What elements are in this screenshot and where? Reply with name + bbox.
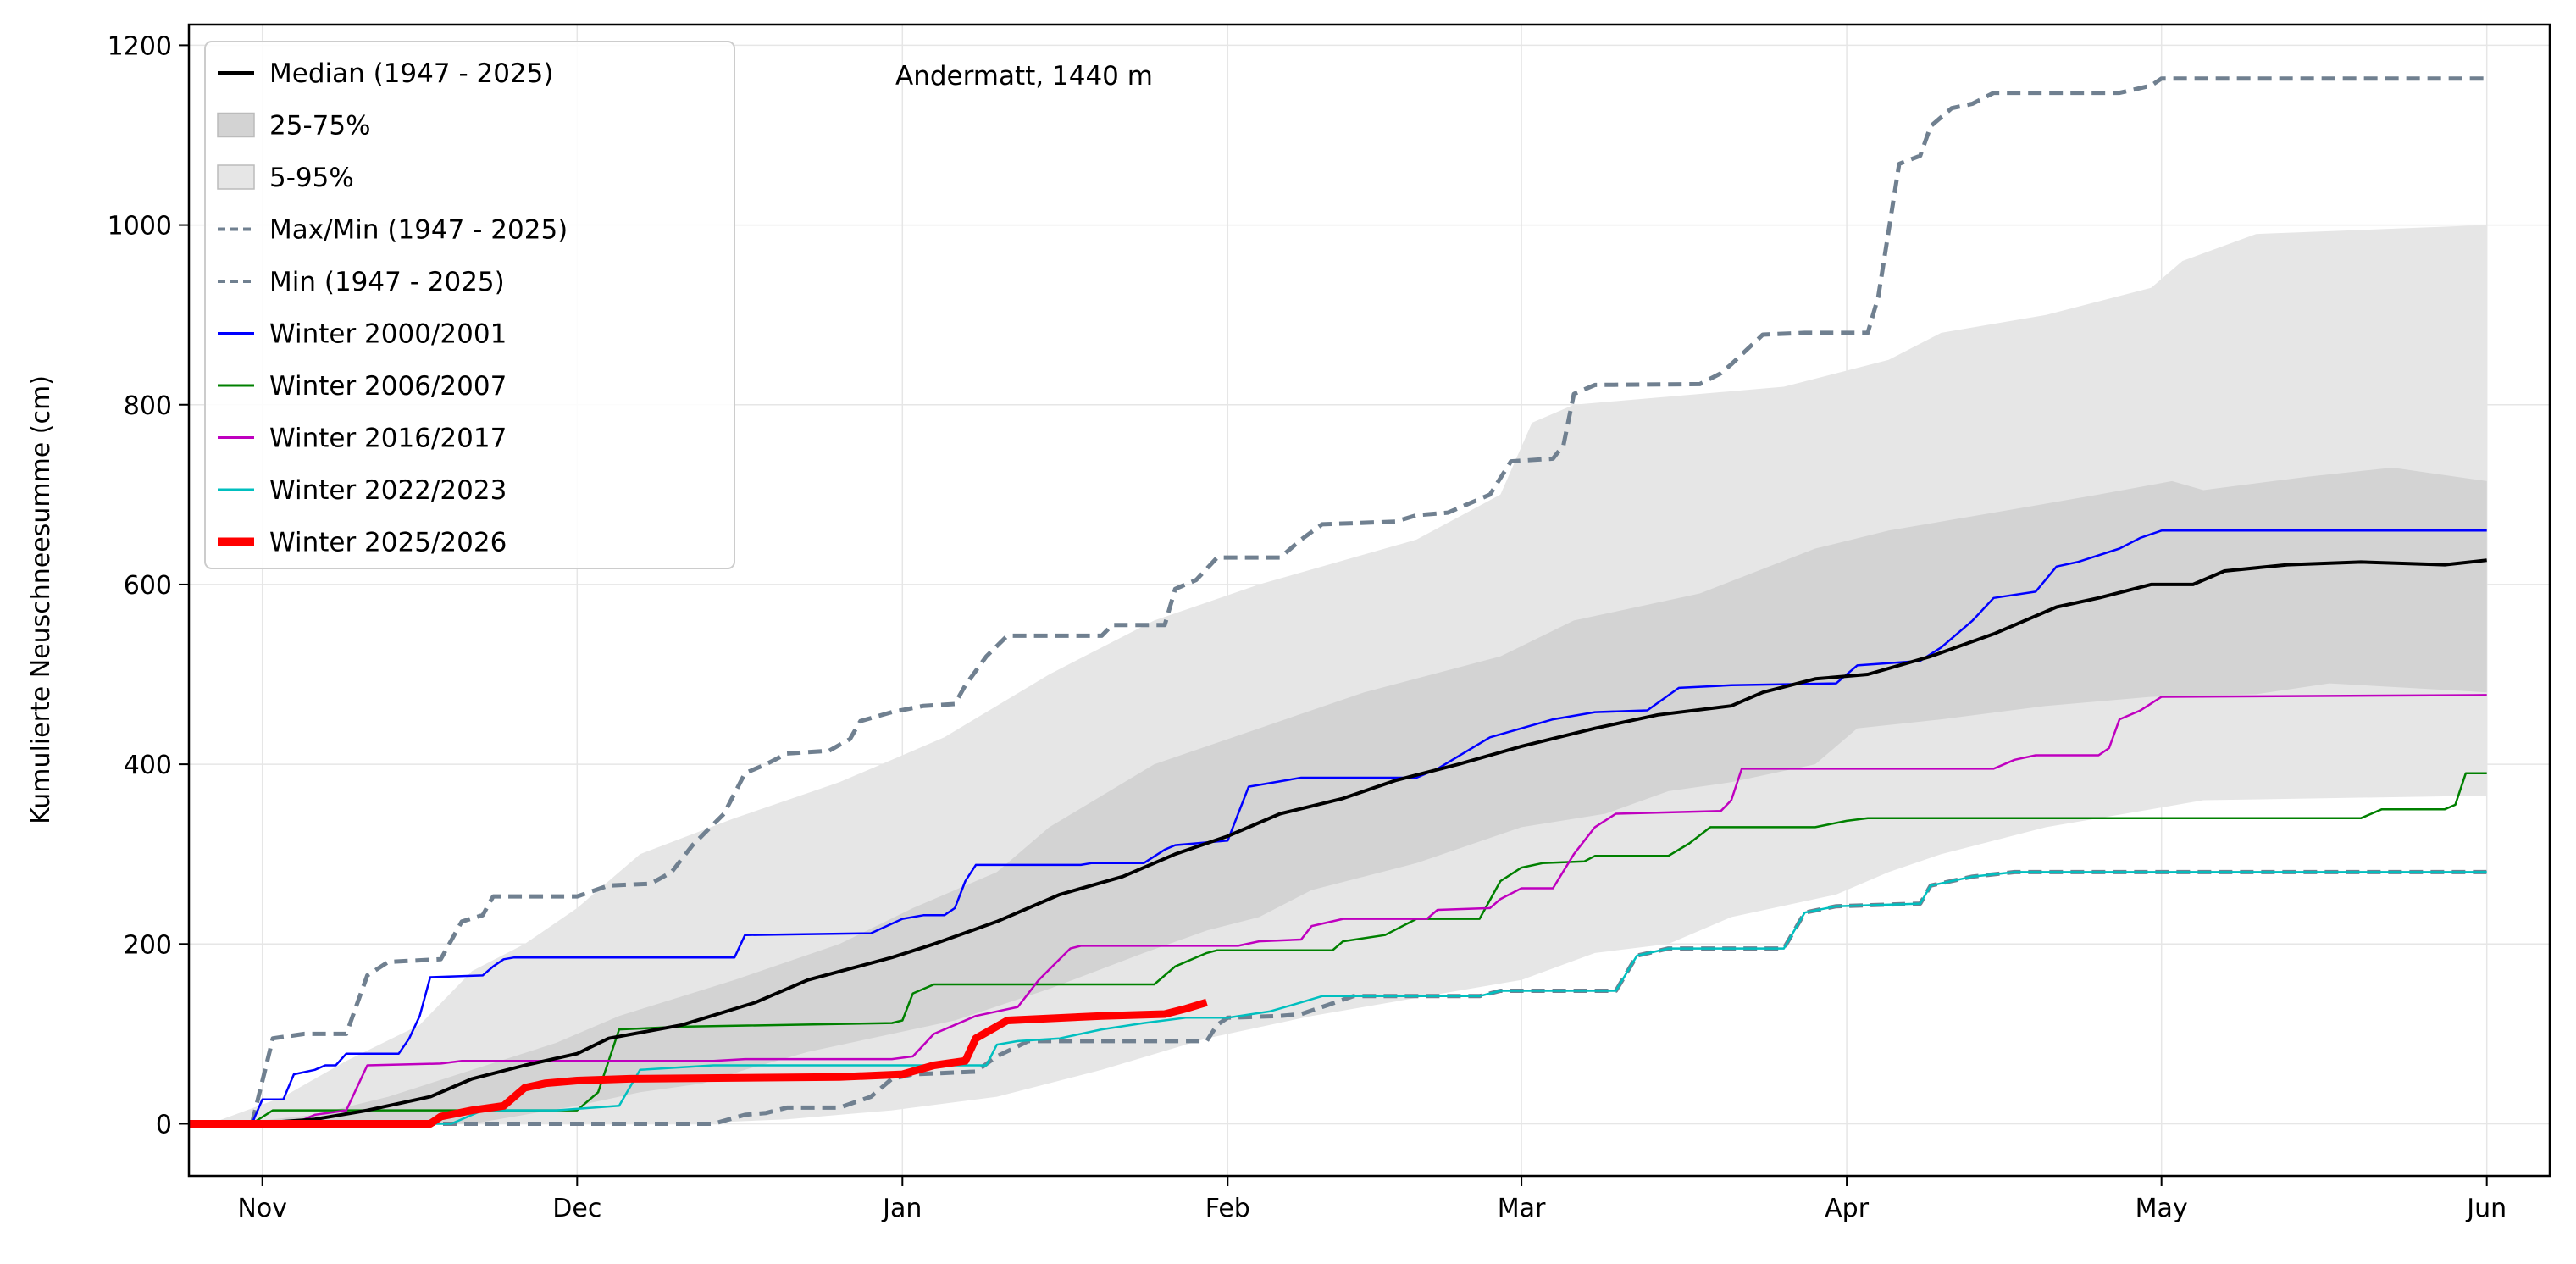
series-line-max-min-1947-2025	[189, 76, 2487, 1126]
y-tick-label: 1000	[108, 212, 172, 241]
series-line-winter-2025-2026	[189, 998, 1208, 1128]
legend-label: Winter 2006/2007	[269, 371, 507, 402]
y-axis-label: Kumulierte Neuschneesumme (cm)	[26, 375, 56, 824]
legend-label: 25-75%	[269, 111, 371, 141]
legend-label: 5-95%	[269, 163, 354, 193]
y-tick-label: 200	[124, 930, 172, 960]
series-line-winter-2016-2017	[189, 694, 2487, 1125]
x-tick-label: Feb	[1205, 1194, 1250, 1223]
legend-swatch	[217, 112, 255, 138]
series-line-winter-2022-2023	[189, 871, 2487, 1125]
band-5-95-	[189, 225, 2487, 1124]
legend: Median (1947 - 2025) 25-75% 5-95% Max/Min (…	[204, 41, 735, 569]
x-tick-label: Mar	[1498, 1194, 1546, 1223]
band-25-75-	[189, 468, 2487, 1124]
x-tick-label: Dec	[552, 1194, 601, 1223]
legend-label: Winter 2025/2026	[269, 528, 507, 558]
legend-box	[204, 41, 735, 569]
series-line-winter-2000-2001	[189, 529, 2487, 1125]
legend-label: Min (1947 - 2025)	[269, 267, 505, 297]
legend-label: Median (1947 - 2025)	[269, 58, 553, 89]
y-tick-label: 1200	[108, 31, 172, 61]
legend-label: Max/Min (1947 - 2025)	[269, 215, 568, 246]
x-tick-label: May	[2136, 1194, 2188, 1223]
plot-frame	[187, 23, 2551, 1178]
chart-title-station: Andermatt, 1440 m	[895, 61, 1153, 91]
legend-swatch	[217, 164, 255, 190]
legend-label: Winter 2000/2001	[269, 319, 507, 350]
y-tick-label: 600	[124, 571, 172, 601]
series-lines	[189, 76, 2487, 1128]
percentile-bands	[189, 225, 2487, 1124]
x-axis: Nov Dec Jan Feb Mar Apr May Jun	[237, 1176, 2507, 1223]
y-tick-label: 0	[156, 1110, 172, 1139]
x-tick-label: Jan	[881, 1194, 922, 1223]
x-tick-label: Jun	[2465, 1194, 2507, 1223]
x-tick-label: Nov	[237, 1194, 287, 1223]
legend-label: Winter 2022/2023	[269, 475, 507, 506]
y-tick-label: 800	[124, 391, 172, 421]
legend-label: Winter 2016/2017	[269, 424, 507, 454]
y-axis: 0 200 400 600 800 1000 1200	[108, 31, 189, 1139]
y-tick-label: 400	[124, 751, 172, 780]
x-tick-label: Apr	[1825, 1194, 1870, 1223]
series-line-median-1947-2025	[189, 558, 2487, 1126]
